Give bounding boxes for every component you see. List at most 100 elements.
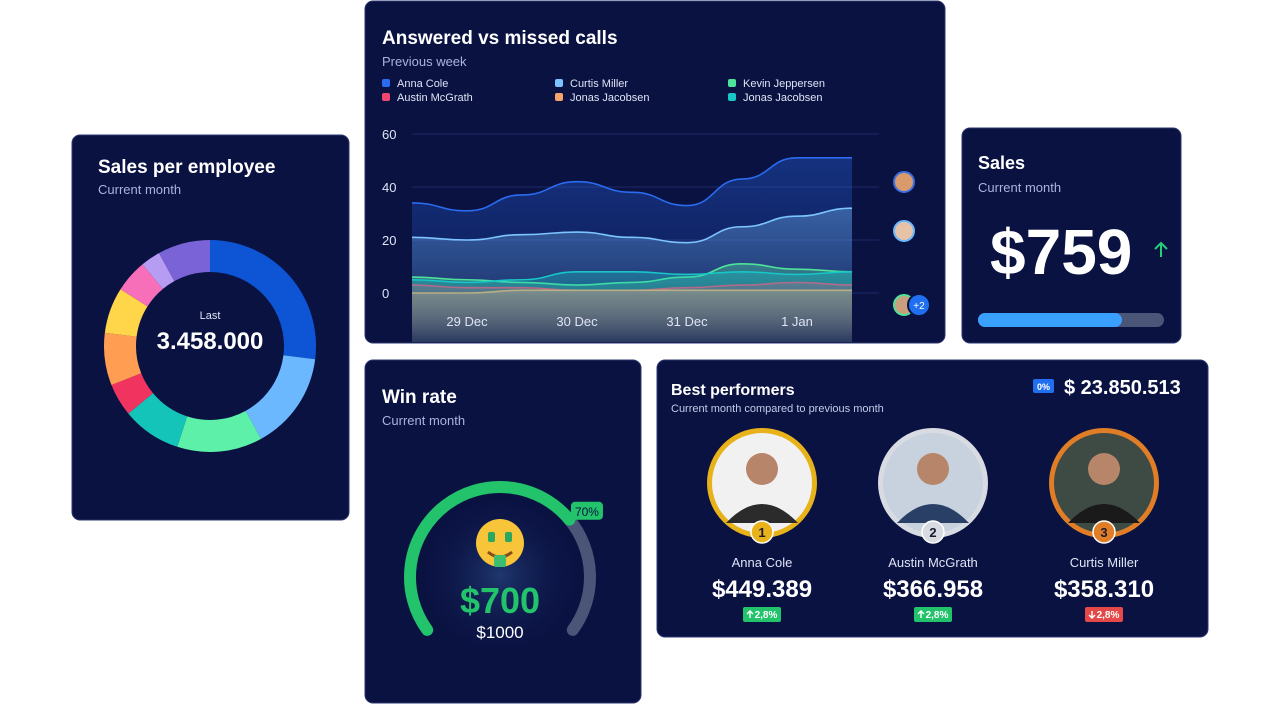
card-title: Answered vs missed calls — [382, 28, 618, 49]
avatar — [893, 171, 915, 193]
donut-segment — [245, 355, 316, 439]
card — [961, 127, 1182, 344]
legend-swatch — [555, 93, 563, 101]
line — [412, 270, 853, 284]
gauge-badge — [570, 501, 603, 520]
legend-swatch — [382, 79, 390, 87]
avatar-more — [907, 293, 931, 317]
card-subtitle: Current month — [978, 180, 1061, 195]
card-title: Win rate — [382, 387, 457, 408]
x-tick-label: 31 Dec — [666, 314, 708, 329]
change-badge — [914, 607, 952, 622]
center-value: 3.458.000 — [157, 328, 264, 355]
y-tick-label: 20 — [382, 233, 396, 248]
emoji-tongue — [494, 555, 506, 567]
gauge-track — [563, 513, 596, 636]
card-subtitle: Previous week — [382, 54, 467, 69]
change-label: 2,8% — [1097, 610, 1120, 621]
gauge-amount: $700 — [460, 580, 540, 621]
rank: 3 — [1100, 525, 1107, 540]
card-title: Sales per employee — [98, 157, 275, 178]
y-tick-label: 0 — [382, 286, 389, 301]
card-subtitle: Current month — [382, 413, 465, 428]
gauge-glow — [415, 490, 585, 660]
emoji-face — [476, 519, 524, 567]
donut-segment — [177, 410, 262, 453]
gauge-target: $1000 — [476, 623, 523, 642]
donut-segment — [111, 373, 153, 414]
donut-segment — [103, 332, 142, 386]
legend-label: Austin McGrath — [397, 92, 473, 104]
rank: 2 — [929, 525, 936, 540]
progress-fill — [978, 313, 1122, 327]
performer-name: Anna Cole — [732, 555, 793, 570]
performer-name: Curtis Miller — [1070, 555, 1139, 570]
donut-segment — [158, 240, 210, 282]
card-subtitle: Current month compared to previous month — [671, 403, 884, 415]
emoji — [476, 519, 524, 567]
line — [412, 207, 853, 244]
gauge: 70% — [404, 481, 603, 636]
y-tick-label: 40 — [382, 180, 396, 195]
card-title: Sales — [978, 153, 1025, 173]
gauge-value — [404, 481, 576, 636]
photo-body — [897, 504, 969, 523]
rank: 1 — [758, 525, 765, 540]
rank-badge — [1092, 520, 1116, 544]
change-label: 2,8% — [755, 610, 778, 621]
avatar — [893, 220, 915, 242]
x-tick-label: 1 Jan — [781, 314, 813, 329]
performer-amount: $358.310 — [1054, 576, 1154, 603]
line — [412, 157, 852, 212]
plot — [412, 157, 853, 342]
donut-segment — [104, 289, 148, 337]
card-subtitle: Current month — [98, 182, 181, 197]
sales-amount: $759 — [990, 216, 1132, 288]
performer-name: Austin McGrath — [888, 555, 978, 570]
x-tick-label: 30 Dec — [556, 314, 598, 329]
donut-segment — [120, 264, 163, 307]
card-title: Best performers — [671, 382, 795, 399]
photo-head — [1088, 453, 1120, 485]
change-label: 2,8% — [926, 610, 949, 621]
rank-badge — [921, 520, 945, 544]
x-axis: 29 Dec 30 Dec 31 Dec 1 Jan — [446, 314, 813, 329]
photo-head — [746, 453, 778, 485]
performer-amount: $366.958 — [883, 576, 983, 603]
change-badge — [1085, 607, 1123, 622]
legend-label: Kevin Jeppersen — [743, 78, 825, 90]
legend-label: Jonas Jacobsen — [570, 92, 650, 104]
legend: Anna Cole Curtis Miller Kevin Jeppersen Aus… — [382, 78, 825, 104]
emoji-eye — [505, 532, 512, 542]
rank-badge — [750, 520, 774, 544]
badge-label: 0% — [1037, 382, 1050, 392]
legend-label: Anna Cole — [397, 78, 448, 90]
change-arrow — [1088, 611, 1096, 619]
avatars: +2 — [893, 171, 931, 317]
x-tick-label: 29 Dec — [446, 314, 488, 329]
performer-amount: $449.389 — [712, 576, 812, 603]
legend-swatch — [382, 93, 390, 101]
photo-body — [1068, 504, 1140, 523]
total: $ 23.850.513 — [1064, 377, 1181, 399]
legend-swatch — [555, 79, 563, 87]
photo-head — [917, 453, 949, 485]
change-arrow — [917, 610, 925, 618]
change-arrow — [746, 610, 754, 618]
y-tick-label: 60 — [382, 127, 396, 142]
badge — [1033, 379, 1054, 393]
legend-label: Curtis Miller — [570, 78, 628, 90]
legend-swatch — [728, 93, 736, 101]
donut-segment — [142, 253, 175, 289]
emoji-eye — [488, 532, 495, 542]
legend-label: Jonas Jacobsen — [743, 92, 823, 104]
photo-body — [726, 504, 798, 523]
area — [412, 271, 852, 342]
legend-swatch — [728, 79, 736, 87]
performers: 1 Anna Cole $449.389 2,8% 2 Austin McGrath $36… — [707, 428, 1159, 622]
avatar-more-label: +2 — [913, 301, 925, 312]
trend-arrow — [1154, 241, 1168, 257]
donut-segment — [128, 393, 188, 447]
gauge-badge-label: 70% — [575, 505, 599, 519]
